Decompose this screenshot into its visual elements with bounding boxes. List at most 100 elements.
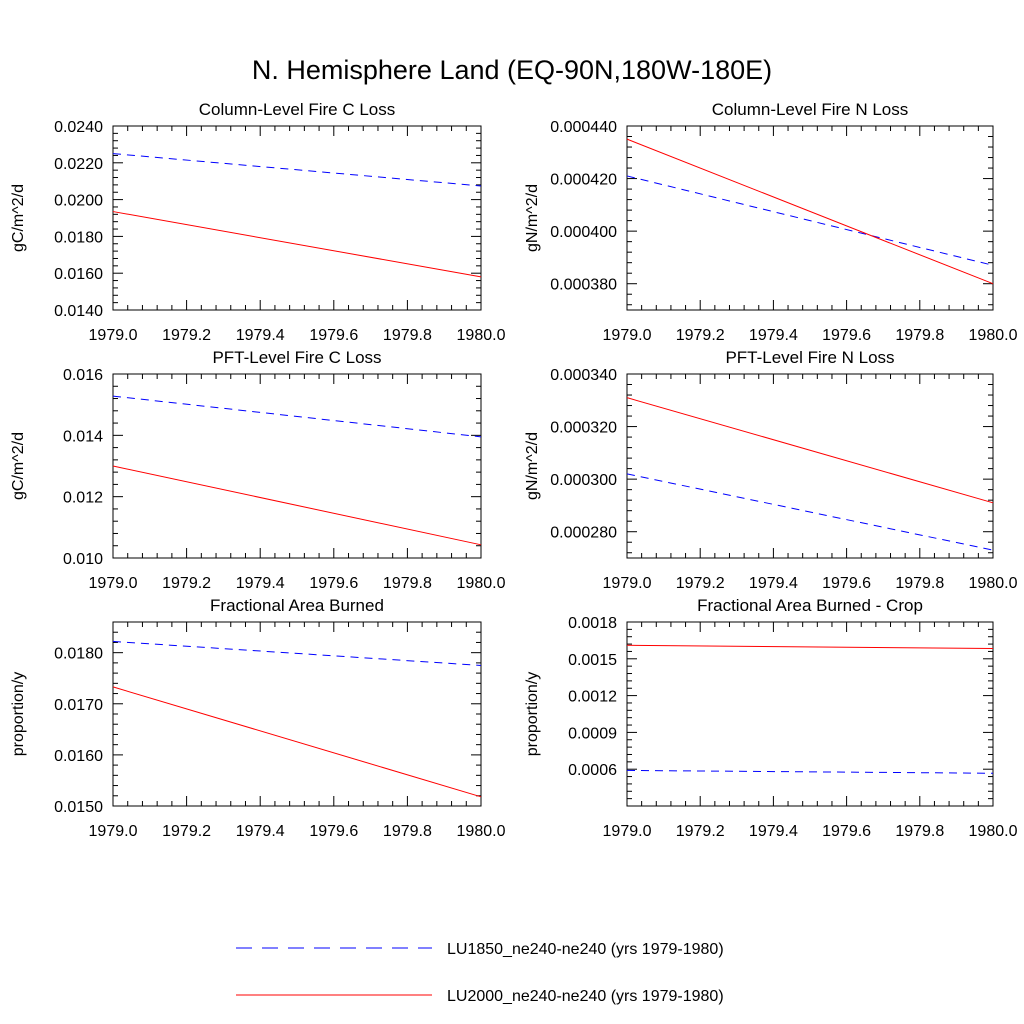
- y-tick-label: 0.0015: [568, 652, 617, 669]
- y-axis-label: gN/m^2/d: [524, 184, 541, 252]
- x-tick-label: 1979.6: [822, 327, 871, 344]
- y-tick-label: 0.0006: [568, 762, 617, 779]
- panel-title: Fractional Area Burned: [210, 596, 384, 615]
- panel-title: PFT-Level Fire C Loss: [212, 348, 381, 367]
- y-tick-label: 0.0160: [54, 266, 103, 283]
- y-tick-label: 0.016: [63, 367, 103, 384]
- x-tick-label: 1980.0: [969, 327, 1018, 344]
- series-line-lu2000: [626, 138, 994, 285]
- series-line-lu2000: [112, 465, 482, 546]
- plot-frame: [626, 373, 994, 559]
- x-tick-label: 1979.2: [162, 327, 211, 344]
- y-tick-label: 0.000400: [550, 224, 617, 241]
- panel-title: Column-Level Fire N Loss: [712, 100, 909, 119]
- series-line-lu2000: [626, 644, 994, 649]
- legend-label-lu2000: LU2000_ne240-ne240 (yrs 1979-1980): [447, 988, 724, 1005]
- x-tick-label: 1979.0: [89, 327, 138, 344]
- x-tick-label: 1979.4: [749, 327, 798, 344]
- x-tick-label: 1979.8: [383, 327, 432, 344]
- y-tick-label: 0.0220: [54, 156, 103, 173]
- x-tick-label: 1980.0: [969, 575, 1018, 592]
- plot-frame: [112, 373, 482, 559]
- plot-frame: [626, 621, 994, 807]
- x-tick-label: 1979.8: [895, 575, 944, 592]
- x-tick-label: 1979.8: [383, 575, 432, 592]
- panel-3: PFT-Level Fire C Loss gC/m^2/d 1979.0 1979.…: [10, 348, 506, 592]
- y-tick-label: 0.0160: [54, 748, 103, 765]
- x-tick-label: 1980.0: [457, 823, 506, 840]
- series-line-lu1850: [112, 395, 482, 438]
- x-tick-label: 1979.0: [89, 575, 138, 592]
- series-line-lu2000: [112, 211, 482, 278]
- figure-title: N. Hemisphere Land (EQ-90N,180W-180E): [252, 55, 772, 85]
- x-tick-label: 1979.4: [236, 327, 285, 344]
- y-axis-label: gC/m^2/d: [10, 184, 27, 252]
- y-tick-label: 0.000340: [550, 367, 617, 384]
- y-axis-label: proportion/y: [524, 672, 541, 757]
- y-tick-label: 0.0170: [54, 697, 103, 714]
- y-tick-label: 0.0140: [54, 303, 103, 320]
- series-line-lu1850: [112, 153, 482, 187]
- panel-2: Column-Level Fire N Loss gN/m^2/d 1979.0 19…: [524, 100, 1018, 344]
- y-tick-label: 0.0018: [568, 615, 617, 632]
- x-tick-label: 1979.2: [162, 575, 211, 592]
- panel-4: PFT-Level Fire N Loss gN/m^2/d 1979.0 1979.…: [524, 348, 1018, 592]
- legend-label-lu1850: LU1850_ne240-ne240 (yrs 1979-1980): [447, 941, 724, 958]
- y-tick-label: 0.0240: [54, 119, 103, 136]
- series-line-lu1850: [112, 640, 482, 666]
- legend-entry-lu1850: LU1850_ne240-ne240 (yrs 1979-1980): [236, 941, 724, 958]
- panel-5: Fractional Area Burned proportion/y 1979.0…: [10, 596, 506, 840]
- x-tick-label: 1979.2: [676, 575, 725, 592]
- x-tick-label: 1979.0: [603, 823, 652, 840]
- x-tick-label: 1979.8: [895, 823, 944, 840]
- y-axis-label: proportion/y: [10, 672, 27, 757]
- x-tick-label: 1979.6: [309, 823, 358, 840]
- x-tick-label: 1979.4: [236, 575, 285, 592]
- x-tick-label: 1979.2: [676, 823, 725, 840]
- y-tick-label: 0.0012: [568, 689, 617, 706]
- x-tick-label: 1979.2: [676, 327, 725, 344]
- x-tick-label: 1979.6: [309, 575, 358, 592]
- x-tick-label: 1979.4: [749, 823, 798, 840]
- x-tick-label: 1979.6: [309, 327, 358, 344]
- plot-frame: [626, 125, 994, 311]
- x-tick-label: 1980.0: [457, 575, 506, 592]
- series-line-lu1850: [626, 175, 994, 266]
- panel-6: Fractional Area Burned - Crop proportion/…: [524, 596, 1018, 840]
- panel-title: Column-Level Fire C Loss: [199, 100, 396, 119]
- y-axis-label: gC/m^2/d: [10, 432, 27, 500]
- y-tick-label: 0.014: [63, 428, 103, 445]
- plot-frame: [112, 621, 482, 807]
- y-tick-label: 0.0180: [54, 229, 103, 246]
- panel-title: PFT-Level Fire N Loss: [725, 348, 894, 367]
- y-tick-label: 0.0180: [54, 646, 103, 663]
- x-tick-label: 1979.0: [603, 327, 652, 344]
- x-tick-label: 1979.8: [383, 823, 432, 840]
- y-tick-label: 0.000420: [550, 172, 617, 189]
- x-tick-label: 1979.8: [895, 327, 944, 344]
- plot-frame: [112, 125, 482, 311]
- y-tick-label: 0.0009: [568, 725, 617, 742]
- y-tick-label: 0.0200: [54, 193, 103, 210]
- series-line-lu2000: [112, 686, 482, 798]
- y-tick-label: 0.000320: [550, 420, 617, 437]
- panel-1: Column-Level Fire C Loss gC/m^2/d 1979.0 19…: [10, 100, 506, 344]
- series-line-lu1850: [626, 769, 994, 774]
- x-tick-label: 1979.2: [162, 823, 211, 840]
- panels: Column-Level Fire C Loss gC/m^2/d 1979.0 19…: [10, 100, 1018, 840]
- y-tick-label: 0.0150: [54, 799, 103, 816]
- series-line-lu2000: [626, 397, 994, 504]
- y-tick-label: 0.000300: [550, 472, 617, 489]
- y-tick-label: 0.012: [63, 490, 103, 507]
- legend-entry-lu2000: LU2000_ne240-ne240 (yrs 1979-1980): [236, 988, 724, 1005]
- x-tick-label: 1979.0: [89, 823, 138, 840]
- legend: LU1850_ne240-ne240 (yrs 1979-1980) LU200…: [236, 941, 724, 1005]
- series-line-lu1850: [626, 473, 994, 551]
- x-tick-label: 1979.0: [603, 575, 652, 592]
- x-tick-label: 1979.4: [236, 823, 285, 840]
- x-tick-label: 1979.4: [749, 575, 798, 592]
- y-tick-label: 0.000440: [550, 119, 617, 136]
- x-tick-label: 1979.6: [822, 575, 871, 592]
- y-tick-label: 0.010: [63, 551, 103, 568]
